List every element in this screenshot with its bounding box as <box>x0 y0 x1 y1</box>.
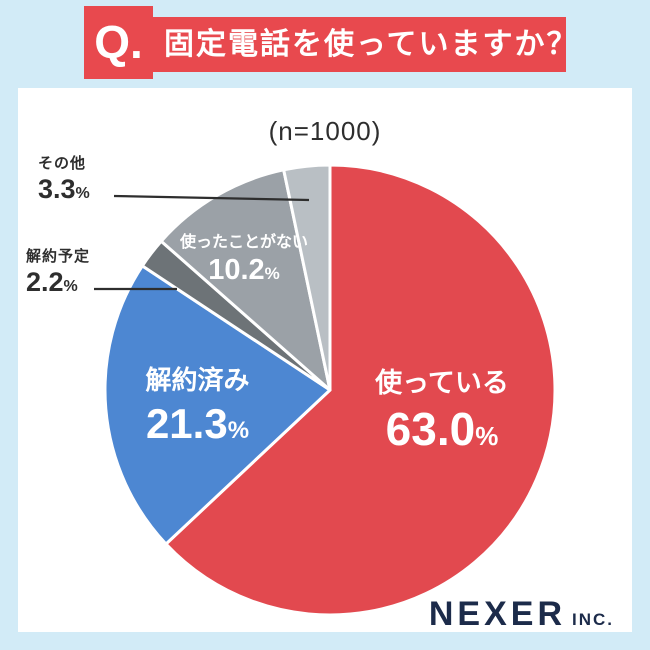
slice-category: 解約予定 <box>26 248 91 265</box>
slice-value: 2.2% <box>26 267 78 297</box>
slice-value: 21.3% <box>145 400 250 447</box>
slice-label-sonota: その他 3.3% <box>38 152 90 210</box>
sample-size-label: (n=1000) <box>268 116 382 146</box>
q-badge-label: Q. <box>94 16 143 68</box>
percent-sign: % <box>63 278 78 295</box>
pie-slice-4 <box>159 168 332 392</box>
percent-sign: % <box>264 264 280 283</box>
percent-sign: % <box>475 421 499 451</box>
pie-slice-2 <box>103 264 332 546</box>
slice-value: 63.0% <box>385 403 499 455</box>
pie-slice-5 <box>282 163 332 392</box>
leader-line-sonota <box>113 194 310 202</box>
percent-sign: % <box>75 185 90 202</box>
question-title: 固定電話を使っていますか？ <box>164 28 579 61</box>
question-banner: 固定電話を使っていますか？ <box>84 17 577 72</box>
q-badge: Q. <box>84 6 153 79</box>
slice-label-tsukatta-koto-ga-nai: 使ったことがない 10.2% <box>159 232 329 287</box>
slice-label-tsukatteiru: 使っている 63.0% <box>337 366 547 455</box>
slice-category: 使ったことがない <box>179 234 308 251</box>
slice-category: 解約済み <box>145 365 250 395</box>
slice-label-kaiyaku-yotei: 解約予定 2.2% <box>26 245 90 303</box>
pie-slice-1 <box>164 163 557 617</box>
logo-suffix: INC. <box>572 610 614 629</box>
pie-slices <box>103 163 557 617</box>
logo-brand: NEXER <box>428 595 566 633</box>
nexer-logo: NEXER INC. <box>429 595 614 634</box>
slice-value: 3.3% <box>38 174 90 204</box>
slice-category: その他 <box>38 155 87 172</box>
slice-label-kaiyaku-zumi: 解約済み 21.3% <box>95 364 300 447</box>
slice-value: 10.2% <box>208 254 280 286</box>
slice-category: 使っている <box>375 368 509 398</box>
percent-sign: % <box>227 417 250 444</box>
